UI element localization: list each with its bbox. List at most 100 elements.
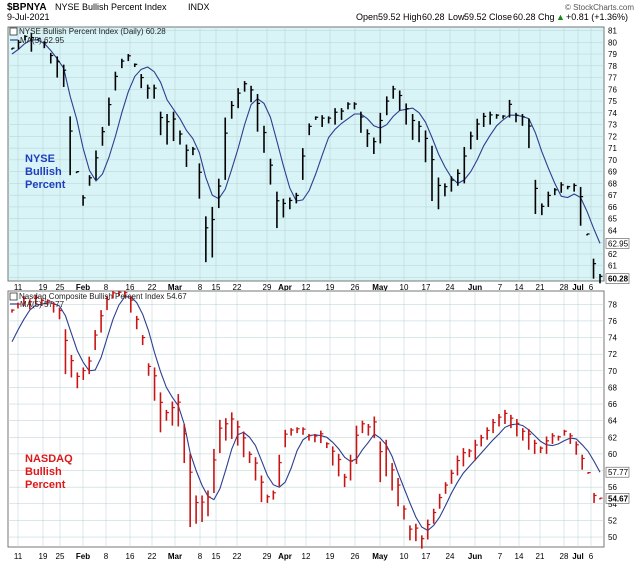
- nyse-annotation-line3: Percent: [25, 179, 66, 191]
- nasdaq-price-bar: [403, 505, 407, 520]
- symbol-label: $BPNYA: [7, 2, 47, 13]
- nasdaq-price-bar: [171, 401, 175, 426]
- nasdaq-price-bar: [397, 478, 401, 507]
- nasdaq-x-axis: 11 19 25 Feb 8 16 22 Mar 8 15 22 29 Apr 12 19 26 May 10 17…: [14, 552, 594, 561]
- nasdaq-x-tick-label: 12: [302, 552, 311, 561]
- nasdaq-price-bar: [135, 315, 140, 330]
- nasdaq-price-bar: [474, 439, 478, 461]
- nyse-panel-title: NYSE Bullish Percent Index (Daily) 60.28: [19, 27, 166, 36]
- nasdaq-price-bar: [201, 495, 205, 523]
- nyse-last-value-tag: 60.28: [605, 273, 630, 284]
- nasdaq-y-tick-label: 52: [608, 516, 617, 525]
- nasdaq-y-tick-label: 68: [608, 383, 617, 392]
- nyse-price-bar: [431, 145, 435, 202]
- nasdaq-price-bar: [76, 372, 80, 389]
- nyse-price-bar: [172, 111, 177, 142]
- nasdaq-price-bar: [260, 475, 264, 503]
- nyse-x-tick-label: 17: [422, 283, 431, 292]
- nyse-price-bar: [534, 179, 538, 214]
- nyse-y-tick-label: 67: [608, 191, 617, 200]
- nyse-x-tick-label: Jul: [572, 283, 584, 292]
- nyse-y-tick-label: 74: [608, 109, 617, 118]
- nasdaq-price-bar: [551, 433, 555, 444]
- nyse-price-bar: [347, 102, 351, 110]
- nasdaq-price-bar: [266, 494, 270, 503]
- nasdaq-price-bar: [100, 310, 104, 333]
- nyse-price-bar: [411, 114, 416, 140]
- nasdaq-price-bar: [361, 420, 365, 434]
- nyse-ma-legend: MA(5) 62.95: [20, 36, 65, 45]
- nasdaq-collapse-icon[interactable]: [9, 292, 18, 301]
- nyse-y-tick-label: 70: [608, 156, 617, 165]
- nasdaq-price-bar: [219, 419, 223, 454]
- nasdaq-x-tick-label: 6: [589, 552, 594, 561]
- nyse-x-tick-label: 22: [148, 283, 157, 292]
- nyse-price-bar: [418, 121, 422, 143]
- nasdaq-last-value-tag: 54.67: [605, 493, 630, 504]
- nasdaq-price-bar: [415, 523, 419, 542]
- nyse-price-bar: [24, 35, 28, 40]
- nasdaq-price-bar: [462, 448, 466, 467]
- nyse-x-tick-label: 14: [515, 283, 524, 292]
- nyse-price-bar: [360, 111, 364, 133]
- nyse-price-bar: [489, 111, 493, 125]
- nyse-y-tick-label: 78: [608, 62, 617, 71]
- nasdaq-price-bar: [492, 419, 496, 434]
- nyse-price-bar: [515, 112, 519, 123]
- nyse-price-bar: [586, 233, 590, 236]
- nasdaq-price-bar: [165, 409, 169, 421]
- nasdaq-price-bar: [510, 414, 514, 429]
- nasdaq-x-tick-label: 14: [515, 552, 524, 561]
- nyse-price-bar: [353, 102, 357, 110]
- nasdaq-price-bar: [248, 451, 253, 464]
- nasdaq-price-bar: [225, 418, 229, 441]
- nyse-price-bar: [295, 192, 299, 204]
- chg-arrow-icon: ▲: [556, 12, 565, 22]
- nyse-price-bar: [82, 195, 86, 206]
- nasdaq-value-tags: 57.77 54.67: [605, 466, 630, 504]
- nasdaq-annotation-line3: Percent: [25, 479, 66, 491]
- nyse-price-bar: [373, 137, 377, 154]
- date-label: 9-Jul-2021: [7, 12, 50, 22]
- nasdaq-price-bar: [432, 508, 437, 524]
- nyse-price-bar: [495, 114, 500, 119]
- nasdaq-y-tick-label: 78: [608, 300, 617, 309]
- nyse-price-bar: [11, 47, 15, 50]
- nyse-x-tick-label: 15: [212, 283, 221, 292]
- nasdaq-price-bar: [34, 295, 39, 305]
- nasdaq-price-bar: [147, 363, 152, 376]
- nyse-collapse-icon[interactable]: [9, 27, 18, 36]
- nasdaq-x-tick-label: 21: [536, 552, 545, 561]
- nyse-x-tick-label: 21: [536, 283, 545, 292]
- nasdaq-price-bar: [527, 428, 532, 450]
- nyse-x-tick-label: 24: [446, 283, 455, 292]
- nasdaq-price-bar: [296, 427, 300, 434]
- nasdaq-price-bar: [254, 457, 259, 481]
- nyse-y-tick-label: 77: [608, 74, 617, 83]
- nyse-price-bar: [289, 197, 293, 210]
- nasdaq-price-bar: [480, 434, 484, 447]
- nyse-price-bar: [521, 114, 525, 126]
- nasdaq-price-bar: [521, 428, 526, 441]
- nyse-x-tick-label: 8: [198, 283, 203, 292]
- nyse-x-tick-label: 26: [351, 283, 360, 292]
- nasdaq-price-bar: [421, 535, 425, 549]
- nasdaq-price-bar: [575, 441, 579, 455]
- low-value: 59.52: [464, 12, 487, 22]
- nasdaq-price-bar: [426, 519, 431, 540]
- nyse-price-bar: [508, 99, 513, 118]
- nasdaq-y-tick-label: 50: [608, 533, 617, 542]
- nyse-price-bar: [366, 129, 370, 147]
- nasdaq-price-bar: [195, 495, 199, 524]
- nasdaq-price-bar: [533, 439, 538, 454]
- nasdaq-price-bar: [599, 497, 603, 500]
- nyse-price-bar: [450, 176, 454, 192]
- nyse-price-bar: [314, 116, 319, 120]
- nyse-price-bar: [224, 117, 228, 180]
- nasdaq-price-bar: [112, 291, 116, 299]
- nasdaq-price-bar: [337, 453, 342, 477]
- nyse-price-bar: [211, 206, 215, 258]
- nasdaq-price-bar: [159, 392, 163, 433]
- nyse-price-bar: [56, 56, 60, 78]
